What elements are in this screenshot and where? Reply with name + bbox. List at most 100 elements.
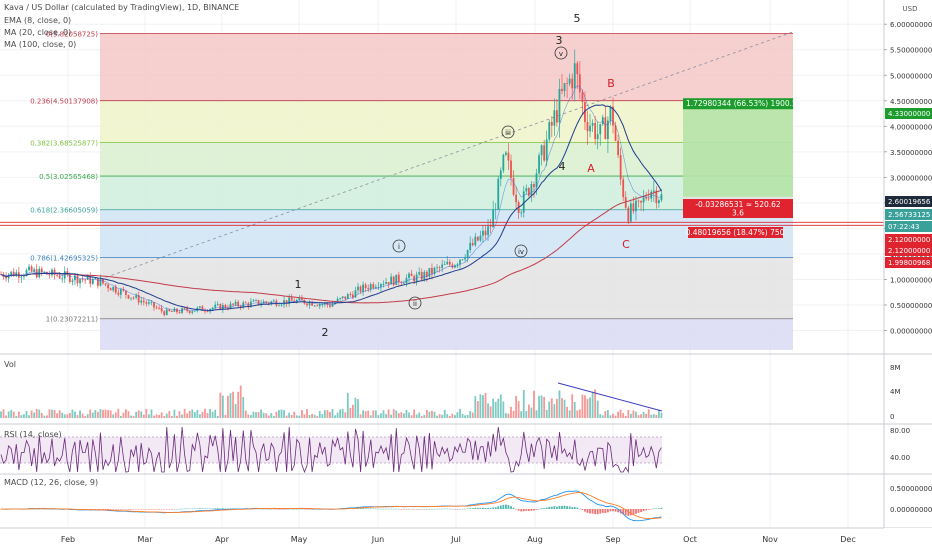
legend-ema[interactable]: EMA (8, close, 0) — [4, 16, 72, 25]
fib-label-6: 1(0.23072211) — [46, 316, 98, 324]
candle-body — [280, 304, 283, 306]
macd-hist-bar — [224, 508, 227, 509]
fib-band-3 — [100, 176, 793, 210]
candle-body — [612, 106, 614, 126]
volume-bar — [652, 414, 655, 418]
volume-bar — [479, 394, 482, 418]
time-tick-jun: Jun — [371, 535, 385, 544]
candle-body — [99, 278, 102, 286]
macd-hist-bar — [160, 509, 163, 510]
volume-bar — [40, 412, 43, 418]
macd-hist-bar — [186, 508, 189, 510]
candle-body — [288, 297, 291, 304]
candle-body — [431, 267, 433, 274]
macd-hist-bar — [148, 509, 150, 510]
volume-bar — [499, 394, 502, 418]
volume-bar — [349, 407, 352, 418]
volume-bar — [415, 414, 418, 418]
badge-ma20: 2.12000000 — [888, 236, 930, 244]
macd-hist-bar — [145, 509, 148, 510]
ema-line — [0, 85, 662, 312]
volume-bar — [303, 414, 306, 418]
volume-bar — [280, 409, 283, 418]
candle-body — [650, 191, 653, 199]
macd-hist-bar — [104, 509, 107, 510]
volume-bar — [331, 408, 334, 418]
macd-hist-bar — [533, 509, 535, 511]
macd-hist-bar — [168, 509, 171, 510]
volume-bar — [257, 412, 260, 418]
candle-body — [122, 289, 125, 291]
macd-hist-bar — [109, 509, 112, 510]
volume-bar — [219, 392, 222, 418]
candle-body — [341, 296, 344, 299]
fib-band-2 — [100, 142, 793, 177]
badge-ma100-bg — [885, 257, 932, 268]
volume-bar — [604, 410, 607, 418]
macd-hist-bar — [642, 509, 645, 512]
macd-hist-bar — [420, 509, 423, 510]
candle-body — [158, 307, 160, 309]
macd-hist-bar — [617, 509, 619, 513]
volume-bar — [385, 414, 387, 418]
volume-bar — [125, 409, 127, 418]
candle-body — [561, 88, 563, 92]
candle-body — [109, 288, 112, 291]
legend-ma20[interactable]: MA (20, close, 0) — [4, 28, 72, 37]
candle-body — [459, 259, 461, 265]
macd-hist-bar — [382, 508, 385, 510]
macd-hist-bar — [367, 508, 370, 509]
volume-bar — [38, 409, 41, 418]
candle-body — [12, 271, 15, 277]
volume-bar — [313, 414, 316, 418]
volume-bar — [655, 415, 658, 418]
macd-hist-bar — [293, 508, 296, 510]
macd-pane-title: MACD (12, 26, close, 9) — [4, 478, 99, 487]
macd-hist-bar — [499, 505, 502, 509]
candle-body — [53, 269, 56, 275]
macd-tick-0: 0.50000000 — [890, 485, 932, 493]
candle-body — [173, 308, 176, 312]
macd-hist-bar — [512, 507, 515, 509]
macd-hist-bar — [193, 508, 196, 510]
volume-bar — [359, 414, 362, 418]
volume-bar — [374, 410, 377, 418]
macd-hist-bar — [614, 509, 617, 512]
volume-bar — [591, 391, 594, 418]
volume-bar — [89, 409, 92, 418]
macd-hist-bar — [428, 508, 431, 510]
candle-body — [512, 177, 515, 195]
wave-circle-i — [392, 239, 406, 253]
volume-bar — [295, 415, 298, 418]
measure-gain-badge — [683, 98, 793, 110]
macd-hist-bar — [497, 506, 500, 509]
volume-bar — [425, 409, 428, 418]
volume-bar — [79, 410, 81, 418]
candle-body — [596, 134, 599, 140]
volume-bar — [601, 415, 604, 418]
volume-bar — [71, 409, 74, 418]
macd-hist-bar — [520, 509, 523, 512]
fib-band-0 — [100, 33, 793, 101]
macd-hist-bar — [629, 509, 632, 516]
volume-bar — [224, 414, 227, 418]
candle-body — [163, 311, 166, 316]
volume-bar — [148, 414, 150, 418]
volume-bar — [234, 404, 237, 418]
macd-hist-bar — [155, 509, 158, 510]
badge-ma100: 1.99800968 — [888, 259, 930, 267]
candle-body — [183, 308, 186, 310]
macd-hist-bar — [306, 509, 308, 510]
candle-body — [285, 300, 288, 304]
legend-ma100[interactable]: MA (100, close, 0) — [4, 40, 77, 49]
volume-bar — [395, 410, 398, 418]
volume-bar — [176, 415, 178, 418]
volume-bar — [512, 410, 515, 418]
wave-circle-v — [554, 46, 568, 60]
macd-hist-bar — [471, 508, 474, 509]
candle-body — [104, 283, 107, 285]
macd-hist-bar — [637, 509, 640, 513]
macd-hist-bar — [369, 508, 372, 509]
axis-corner[interactable] — [884, 528, 932, 550]
